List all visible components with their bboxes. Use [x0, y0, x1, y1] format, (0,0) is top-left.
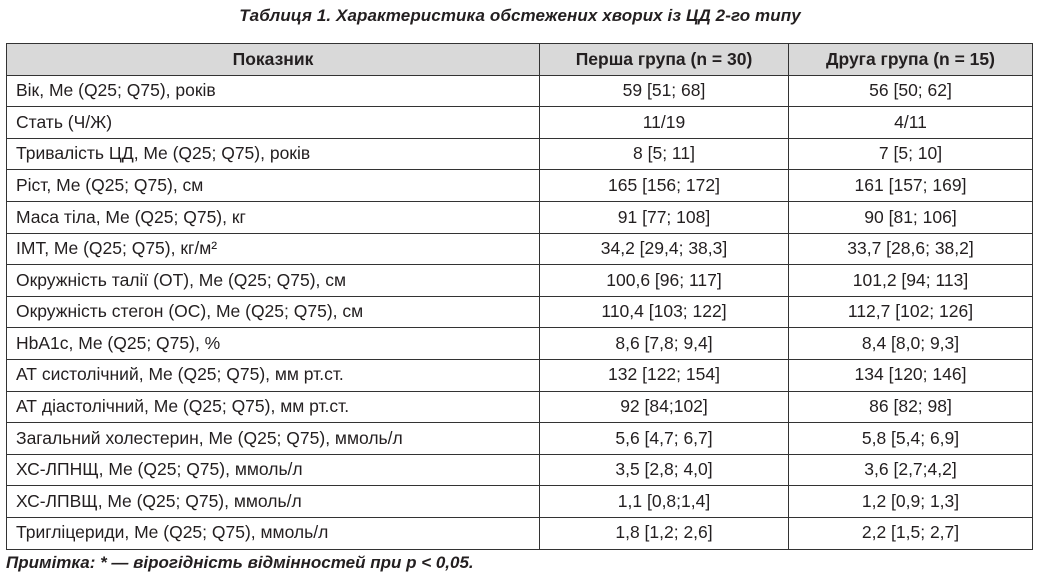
indicator-cell: Окружність стегон (ОС), Me (Q25; Q75), с… [6, 295, 540, 329]
table-row: Окружність талії (ОТ), Me (Q25; Q75), см… [6, 264, 1033, 297]
table-caption: Таблиця 1. Характеристика обстежених хво… [239, 6, 801, 25]
table-row: Ріст, Me (Q25; Q75), см 165 [156; 172] 1… [6, 169, 1033, 202]
group-2-value: 86 [82; 98] [788, 390, 1033, 424]
group-1-value: 8,6 [7,8; 9,4] [539, 327, 789, 360]
indicator-cell: Тривалість ЦД, Me (Q25; Q75), років [6, 137, 540, 171]
group-2-value: 2,2 [1,5; 2,7] [788, 516, 1033, 550]
table-row: Маса тіла, Me (Q25; Q75), кг 91 [77; 108… [6, 200, 1033, 234]
table-row: Стать (Ч/Ж) 11/19 4/11 [6, 106, 1033, 139]
group-2-value: 101,2 [94; 113] [788, 264, 1033, 297]
indicator-cell: ХС-ЛПНЩ, Me (Q25; Q75), ммоль/л [6, 453, 540, 487]
table-row: ХС-ЛПВЩ, Me (Q25; Q75), ммоль/л 1,1 [0,8… [6, 485, 1033, 518]
group-1-value: 91 [77; 108] [539, 200, 789, 234]
group-1-value: 110,4 [103; 122] [539, 295, 789, 329]
table-header: Показник Перша група (n = 30) Друга груп… [6, 43, 1033, 76]
group-2-value: 134 [120; 146] [788, 358, 1033, 392]
group-1-value: 59 [51; 68] [539, 74, 789, 108]
group-1-value: 92 [84;102] [539, 390, 789, 424]
patient-characteristics-table: Показник Перша група (n = 30) Друга груп… [6, 43, 1033, 550]
table-row: Вік, Me (Q25; Q75), років 59 [51; 68] 56… [6, 74, 1033, 108]
group-1-value: 34,2 [29,4; 38,3] [539, 232, 789, 266]
group-2-value: 5,8 [5,4; 6,9] [788, 422, 1033, 455]
indicator-cell: Тригліцериди, Me (Q25; Q75), ммоль/л [6, 516, 540, 550]
table-row: Загальний холестерин, Me (Q25; Q75), ммо… [6, 422, 1033, 455]
table-row: ІМТ, Me (Q25; Q75), кг/м² 34,2 [29,4; 38… [6, 232, 1033, 266]
group-2-value: 56 [50; 62] [788, 74, 1033, 108]
indicator-cell: Маса тіла, Me (Q25; Q75), кг [6, 200, 540, 234]
table-row: АТ систолічний, Me (Q25; Q75), мм рт.ст.… [6, 358, 1033, 392]
indicator-cell: Окружність талії (ОТ), Me (Q25; Q75), см [6, 264, 540, 297]
indicator-cell: ІМТ, Me (Q25; Q75), кг/м² [6, 232, 540, 266]
group-2-value: 1,2 [0,9; 1,3] [788, 485, 1033, 518]
group-1-value: 8 [5; 11] [539, 137, 789, 171]
indicator-cell: АТ діастолічний, Me (Q25; Q75), мм рт.ст… [6, 390, 540, 424]
indicator-cell: Загальний холестерин, Me (Q25; Q75), ммо… [6, 422, 540, 455]
indicator-cell: Стать (Ч/Ж) [6, 106, 540, 139]
group-1-value: 132 [122; 154] [539, 358, 789, 392]
indicator-cell: Ріст, Me (Q25; Q75), см [6, 169, 540, 202]
header-group-2: Друга група (n = 15) [788, 43, 1033, 76]
group-1-value: 5,6 [4,7; 6,7] [539, 422, 789, 455]
group-2-value: 8,4 [8,0; 9,3] [788, 327, 1033, 360]
table-row: Тригліцериди, Me (Q25; Q75), ммоль/л 1,8… [6, 516, 1033, 550]
indicator-cell: Вік, Me (Q25; Q75), років [6, 74, 540, 108]
group-2-value: 112,7 [102; 126] [788, 295, 1033, 329]
group-1-value: 1,1 [0,8;1,4] [539, 485, 789, 518]
indicator-cell: ХС-ЛПВЩ, Me (Q25; Q75), ммоль/л [6, 485, 540, 518]
indicator-cell: АТ систолічний, Me (Q25; Q75), мм рт.ст. [6, 358, 540, 392]
header-indicator: Показник [6, 43, 540, 76]
group-1-value: 165 [156; 172] [539, 169, 789, 202]
group-2-value: 33,7 [28,6; 38,2] [788, 232, 1033, 266]
header-group-1: Перша група (n = 30) [539, 43, 789, 76]
table-footnote: Примітка: * — вірогідність відмінностей … [6, 553, 474, 572]
group-1-value: 11/19 [539, 106, 789, 139]
header-row: Показник Перша група (n = 30) Друга груп… [6, 43, 1033, 76]
group-2-value: 4/11 [788, 106, 1033, 139]
table-body: Вік, Me (Q25; Q75), років 59 [51; 68] 56… [6, 74, 1033, 550]
group-2-value: 3,6 [2,7;4,2] [788, 453, 1033, 487]
group-2-value: 90 [81; 106] [788, 200, 1033, 234]
table-row: HbA1c, Me (Q25; Q75), % 8,6 [7,8; 9,4] 8… [6, 327, 1033, 360]
table-row: ХС-ЛПНЩ, Me (Q25; Q75), ммоль/л 3,5 [2,8… [6, 453, 1033, 487]
group-1-value: 100,6 [96; 117] [539, 264, 789, 297]
table-row: Окружність стегон (ОС), Me (Q25; Q75), с… [6, 295, 1033, 329]
table-row: Тривалість ЦД, Me (Q25; Q75), років 8 [5… [6, 137, 1033, 171]
group-2-value: 7 [5; 10] [788, 137, 1033, 171]
group-2-value: 161 [157; 169] [788, 169, 1033, 202]
table-row: АТ діастолічний, Me (Q25; Q75), мм рт.ст… [6, 390, 1033, 424]
group-1-value: 3,5 [2,8; 4,0] [539, 453, 789, 487]
group-1-value: 1,8 [1,2; 2,6] [539, 516, 789, 550]
indicator-cell: HbA1c, Me (Q25; Q75), % [6, 327, 540, 360]
